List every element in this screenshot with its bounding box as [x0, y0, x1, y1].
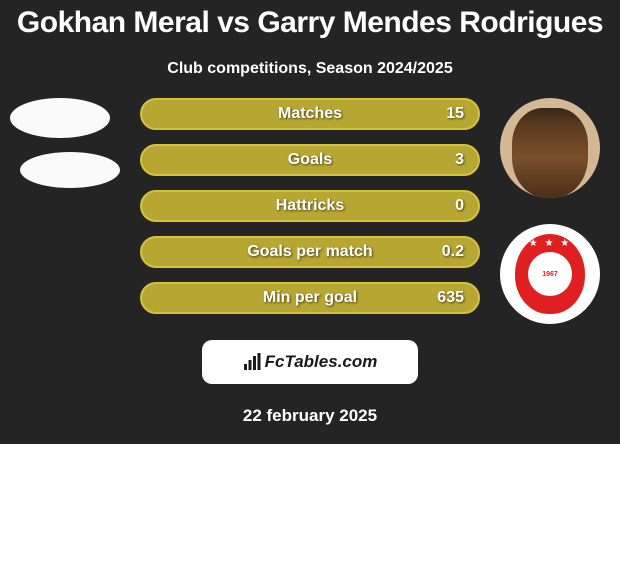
sivasspor-stars-icon: ★ ★ ★ — [515, 238, 585, 249]
logo-label: FcTables.com — [265, 352, 378, 372]
date-label: 22 february 2025 — [0, 406, 620, 426]
stat-bar-min-per-goal: Min per goal 635 — [140, 282, 480, 314]
bar-chart-icon — [243, 353, 261, 371]
stat-bars: Matches 15 Goals 3 Hattricks 0 Goals per… — [140, 98, 480, 328]
player-1-club-logo — [20, 152, 120, 188]
stat-label: Matches — [278, 105, 342, 123]
fctables-logo-text: FcTables.com — [243, 352, 378, 372]
player-2-face — [512, 108, 588, 198]
stat-bar-matches: Matches 15 — [140, 98, 480, 130]
sivasspor-shield: ★ ★ ★ 1967 — [515, 234, 585, 314]
player-2-club-logo: ★ ★ ★ 1967 — [500, 224, 600, 324]
page-title: Gokhan Meral vs Garry Mendes Rodrigues — [0, 0, 620, 40]
stat-value-right: 3 — [455, 151, 464, 169]
stat-value-right: 635 — [437, 289, 464, 307]
content-area: ★ ★ ★ 1967 Matches 15 Goals 3 Hattricks … — [0, 98, 620, 328]
sivasspor-year: 1967 — [542, 271, 558, 278]
comparison-card: Gokhan Meral vs Garry Mendes Rodrigues C… — [0, 0, 620, 444]
stat-value-right: 0.2 — [442, 243, 464, 261]
stat-bar-hattricks: Hattricks 0 — [140, 190, 480, 222]
stat-label: Min per goal — [263, 289, 357, 307]
stat-value-right: 0 — [455, 197, 464, 215]
player-1-avatar — [10, 98, 110, 138]
subtitle: Club competitions, Season 2024/2025 — [0, 60, 620, 78]
stat-label: Goals per match — [247, 243, 372, 261]
fctables-logo-box: FcTables.com — [202, 340, 418, 384]
stat-bar-goals-per-match: Goals per match 0.2 — [140, 236, 480, 268]
player-2-avatar — [500, 98, 600, 198]
blank-area — [0, 444, 620, 580]
stat-label: Goals — [288, 151, 332, 169]
stat-value-right: 15 — [446, 105, 464, 123]
stat-label: Hattricks — [276, 197, 344, 215]
stat-bar-goals: Goals 3 — [140, 144, 480, 176]
sivasspor-inner-circle: 1967 — [528, 252, 572, 296]
